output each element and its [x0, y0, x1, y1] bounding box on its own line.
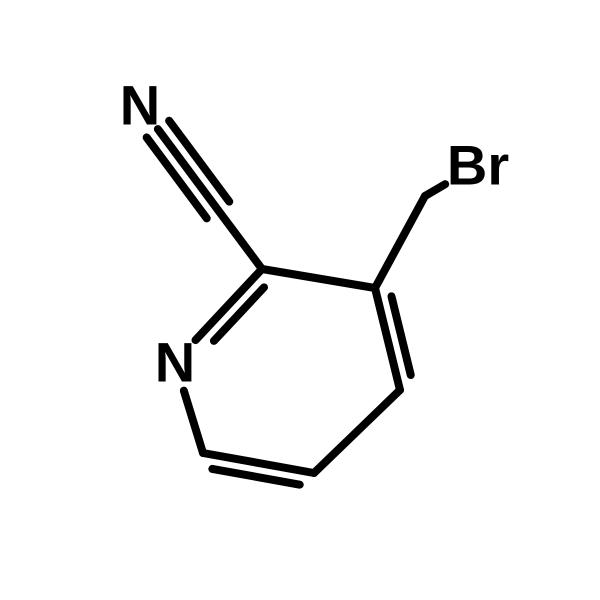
atom-label-Br: Br: [447, 134, 509, 197]
atom-label-N_ring: N: [155, 331, 195, 394]
molecule-diagram: N N Br: [0, 0, 600, 600]
atom-label-N_nitrile: N: [120, 74, 160, 137]
